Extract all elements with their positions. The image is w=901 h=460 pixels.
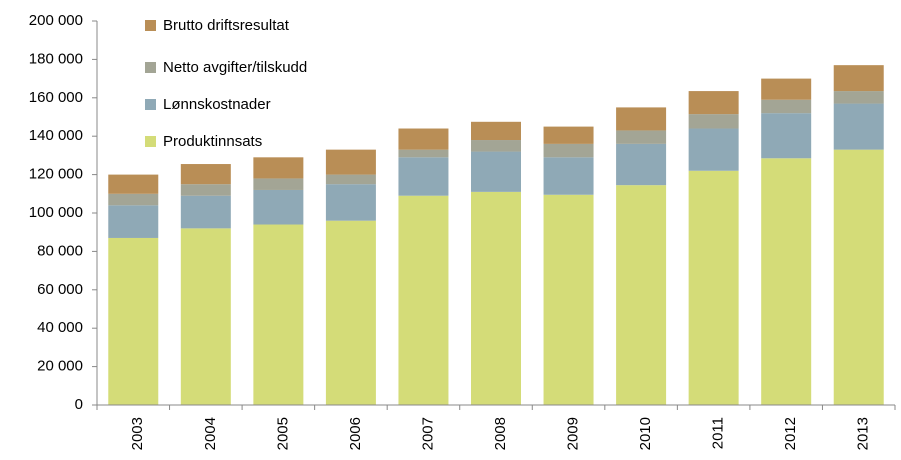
x-tick-label: 2008	[492, 417, 509, 450]
bar-segment	[761, 113, 812, 159]
legend-swatch	[145, 99, 156, 110]
bar-segment	[325, 184, 376, 221]
x-tick-label: 2005	[274, 417, 291, 450]
legend-swatch	[145, 136, 156, 147]
bar-segment	[688, 91, 739, 115]
legend-label: Produktinnsats	[163, 133, 262, 150]
x-tick-label: 2004	[202, 417, 219, 450]
bar-segment	[398, 149, 449, 158]
y-tick-label: 20 000	[37, 358, 83, 375]
y-tick-label: 60 000	[37, 281, 83, 298]
bar-segment	[616, 185, 667, 405]
bar-segment	[688, 114, 739, 129]
bar-segment	[253, 157, 304, 179]
bar-segment	[543, 143, 594, 158]
bar-segment	[180, 195, 231, 229]
bar-segment	[833, 65, 884, 92]
bar-segment	[471, 151, 521, 192]
x-tick-label: 2009	[565, 417, 582, 450]
x-tick-label: 2007	[419, 417, 436, 450]
bar-segment	[543, 157, 594, 195]
bar-segment	[616, 143, 667, 186]
y-tick-label: 180 000	[29, 50, 83, 67]
bar-segment	[108, 205, 159, 238]
bar-segment	[688, 170, 739, 405]
x-tick-label: 2011	[710, 417, 727, 449]
bar-segment	[543, 194, 594, 405]
bar-segment	[253, 178, 304, 190]
y-tick-label: 140 000	[29, 127, 83, 144]
bar-segment	[180, 228, 231, 405]
legend-label: Brutto driftsresultat	[163, 17, 290, 34]
bar-segment	[398, 128, 449, 150]
x-tick-label: 2006	[347, 417, 364, 450]
y-tick-label: 0	[75, 396, 83, 413]
bar-segment	[471, 121, 521, 141]
y-tick-label: 200 000	[29, 12, 83, 29]
bar-segment	[325, 174, 376, 185]
bar-segment	[398, 157, 449, 196]
legend-swatch	[145, 62, 156, 73]
legend-label: Lønnskostnader	[163, 96, 271, 113]
bar-segment	[833, 91, 884, 104]
x-tick-label: 2013	[855, 417, 872, 450]
bar-segment	[543, 126, 594, 144]
bar-segment	[398, 195, 449, 405]
x-tick-label: 2012	[782, 417, 799, 450]
bar-segment	[688, 128, 739, 171]
bar-segment	[761, 78, 812, 100]
bar-segment	[325, 149, 376, 175]
bar-segment	[253, 189, 304, 225]
bar-segment	[180, 184, 231, 196]
y-tick-label: 40 000	[37, 319, 83, 336]
bar-segment	[761, 158, 812, 405]
y-tick-label: 100 000	[29, 204, 83, 221]
y-tick-label: 120 000	[29, 166, 83, 183]
bar-segment	[471, 191, 521, 405]
x-tick-label: 2003	[129, 417, 146, 450]
bar-segment	[180, 164, 231, 185]
bar-segment	[833, 149, 884, 405]
bar-segment	[108, 193, 159, 206]
bar-segment	[108, 237, 159, 405]
bar-segment	[325, 220, 376, 405]
y-tick-label: 160 000	[29, 89, 83, 106]
bar-segment	[616, 107, 667, 131]
bar-segment	[471, 140, 521, 152]
bar-segment	[833, 103, 884, 150]
bar-segment	[761, 99, 812, 114]
y-tick-label: 80 000	[37, 242, 83, 259]
bar-segment	[616, 130, 667, 144]
legend-swatch	[145, 20, 156, 31]
x-tick-label: 2010	[637, 417, 654, 450]
bar-segment	[253, 224, 304, 405]
bar-segment	[108, 174, 159, 194]
legend-label: Netto avgifter/tilskudd	[163, 59, 307, 76]
